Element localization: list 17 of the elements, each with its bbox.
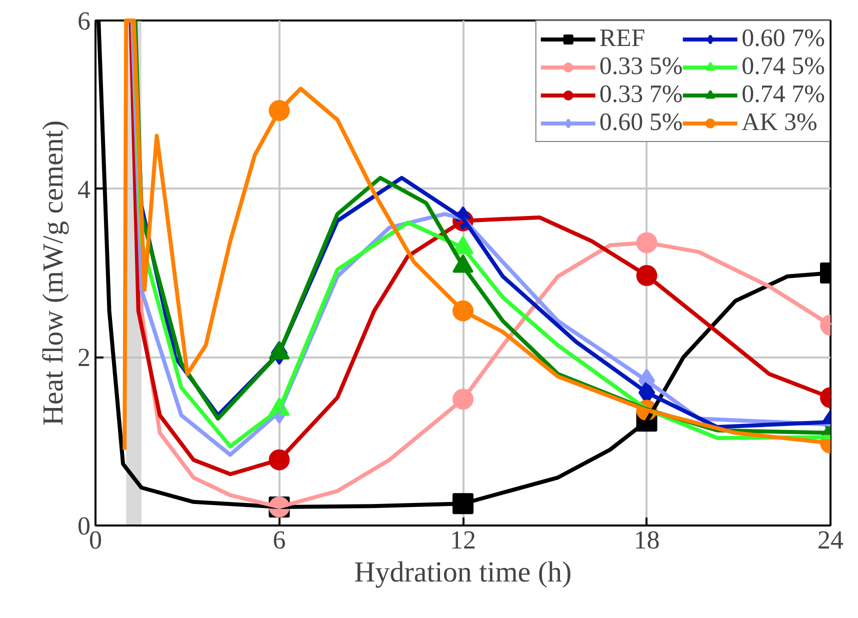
legend-label: 0.74 5% bbox=[742, 53, 825, 81]
y-tick-label: 2 bbox=[78, 343, 90, 372]
legend-label: 0.33 7% bbox=[599, 81, 683, 109]
legend-label: 0.33 5% bbox=[599, 53, 683, 81]
x-tick-label: 18 bbox=[634, 526, 660, 554]
x-axis-title: Hydration time (h) bbox=[354, 556, 572, 588]
x-tick-label: 24 bbox=[818, 526, 844, 554]
legend-label: 0.74 7% bbox=[742, 81, 825, 109]
legend-label: AK 3% bbox=[742, 109, 818, 137]
legend-label: 0.60 5% bbox=[599, 109, 683, 137]
x-tick-label: 12 bbox=[450, 526, 476, 554]
legend-label: 0.60 7% bbox=[742, 25, 825, 53]
y-tick-label: 6 bbox=[78, 6, 90, 36]
legend-label: REF bbox=[599, 25, 646, 53]
y-tick-label: 4 bbox=[78, 174, 90, 204]
x-tick-label: 6 bbox=[272, 526, 286, 554]
y-axis-title: Heat flow (mW/g cement) bbox=[38, 120, 70, 426]
